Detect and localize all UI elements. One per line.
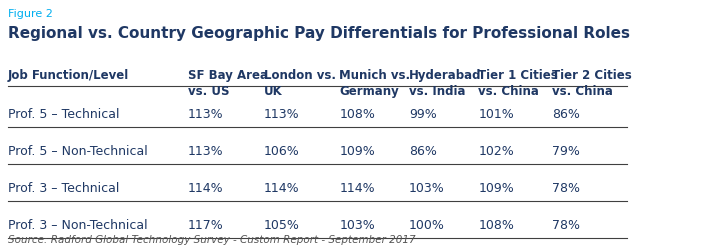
Text: 101%: 101% [479,109,514,122]
Text: Prof. 5 – Non-Technical: Prof. 5 – Non-Technical [8,145,147,158]
Text: Prof. 3 – Technical: Prof. 3 – Technical [8,182,119,195]
Text: 108%: 108% [479,219,514,232]
Text: 102%: 102% [479,145,514,158]
Text: 78%: 78% [552,182,580,195]
Text: 86%: 86% [552,109,580,122]
Text: Regional vs. Country Geographic Pay Differentials for Professional Roles: Regional vs. Country Geographic Pay Diff… [8,26,630,41]
Text: 109%: 109% [339,145,375,158]
Text: SF Bay Area
vs. US: SF Bay Area vs. US [188,69,268,98]
Text: 109%: 109% [479,182,514,195]
Text: 113%: 113% [264,109,299,122]
Text: Job Function/Level: Job Function/Level [8,69,129,82]
Text: Figure 2: Figure 2 [8,9,53,19]
Text: 103%: 103% [339,219,375,232]
Text: London vs.
UK: London vs. UK [264,69,336,98]
Text: 113%: 113% [188,109,223,122]
Text: 103%: 103% [409,182,444,195]
Text: Munich vs.
Germany: Munich vs. Germany [339,69,410,98]
Text: Tier 2 Cities
vs. China: Tier 2 Cities vs. China [552,69,632,98]
Text: 86%: 86% [409,145,437,158]
Text: 113%: 113% [188,145,223,158]
Text: Prof. 3 – Non-Technical: Prof. 3 – Non-Technical [8,219,147,232]
Text: Hyderabad
vs. India: Hyderabad vs. India [409,69,481,98]
Text: Prof. 5 – Technical: Prof. 5 – Technical [8,109,119,122]
Text: 106%: 106% [264,145,299,158]
Text: Source: Radford Global Technology Survey - Custom Report - September 2017: Source: Radford Global Technology Survey… [8,235,415,245]
Text: 78%: 78% [552,219,580,232]
Text: 114%: 114% [339,182,375,195]
Text: 114%: 114% [264,182,299,195]
Text: 105%: 105% [264,219,299,232]
Text: 99%: 99% [409,109,437,122]
Text: 117%: 117% [188,219,223,232]
Text: 79%: 79% [552,145,580,158]
Text: 108%: 108% [339,109,375,122]
Text: Tier 1 Cities
vs. China: Tier 1 Cities vs. China [479,69,558,98]
Text: 114%: 114% [188,182,223,195]
Text: 100%: 100% [409,219,445,232]
